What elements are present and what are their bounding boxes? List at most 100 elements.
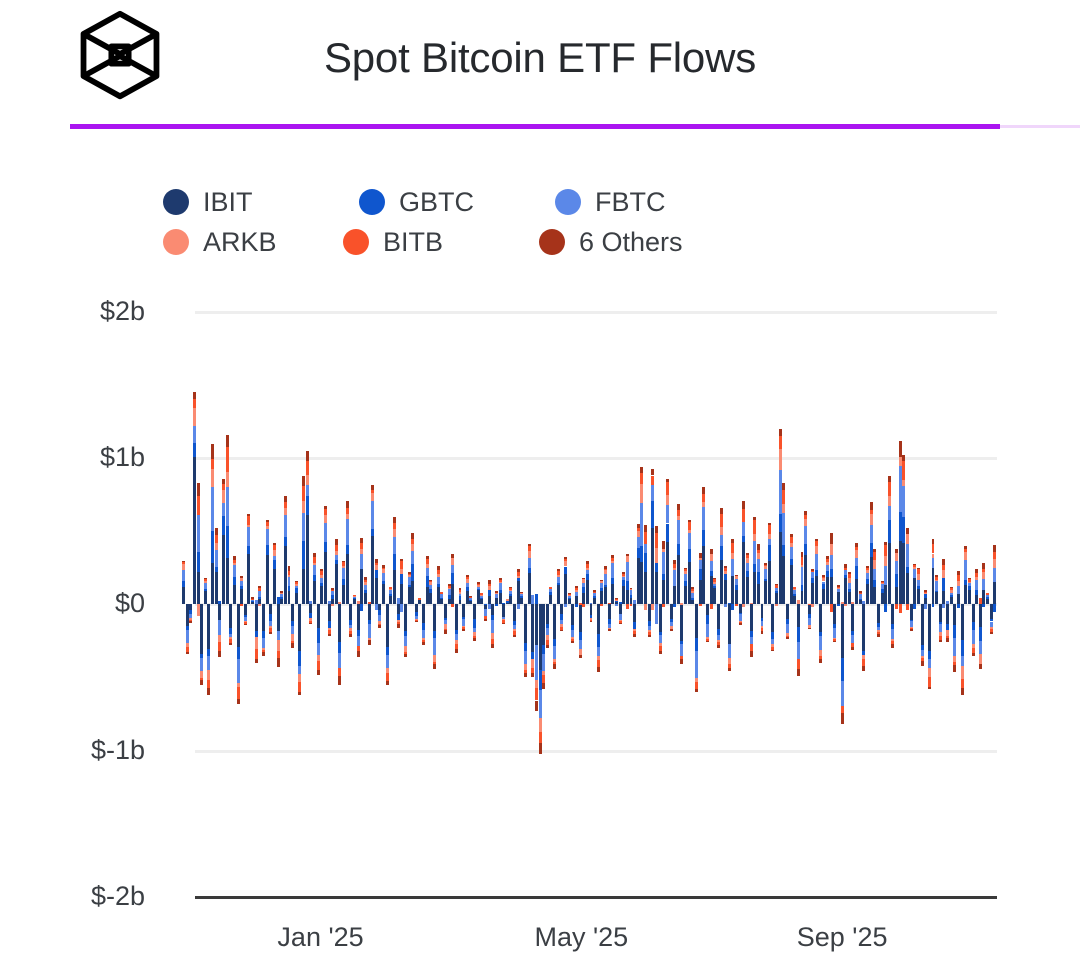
legend-item-others[interactable]: 6 Others <box>539 222 735 262</box>
bar-segment <box>374 565 378 570</box>
bar-segment <box>771 631 775 639</box>
bar-segment <box>451 583 455 605</box>
bar-segment <box>585 574 589 580</box>
bar-segment <box>618 614 622 620</box>
bar-segment <box>363 584 367 591</box>
legend-item-gbtc[interactable]: GBTC <box>359 182 555 222</box>
bar-segment <box>549 587 553 589</box>
bar-segment <box>400 558 404 562</box>
bar-segment <box>349 624 353 629</box>
legend-item-bitb[interactable]: BITB <box>343 222 539 262</box>
bar-segment <box>389 587 393 589</box>
bar-segment <box>393 553 396 571</box>
bar-column <box>916 300 920 895</box>
bar-segment <box>949 586 953 589</box>
bar-column <box>185 300 189 895</box>
bar-segment <box>811 569 815 571</box>
bar-column <box>785 300 789 895</box>
bar-column <box>745 300 749 895</box>
legend-item-arkb[interactable]: ARKB <box>163 222 343 262</box>
bar-segment <box>342 562 346 567</box>
bar-segment <box>534 679 538 688</box>
bar-segment <box>967 579 971 582</box>
bar-segment <box>345 500 349 508</box>
bar-segment <box>796 642 800 660</box>
bar-segment <box>407 587 411 605</box>
bar-segment <box>600 588 604 592</box>
bar-segment <box>338 604 342 643</box>
bar-segment <box>956 593 960 605</box>
bar-segment <box>440 594 444 598</box>
bar-column <box>360 300 364 895</box>
legend-item-fbtc[interactable]: FBTC <box>555 182 751 222</box>
accent-divider <box>70 124 1000 129</box>
bar-column <box>447 300 451 895</box>
bar-segment <box>524 643 527 651</box>
bar-segment <box>607 619 611 624</box>
bar-segment <box>520 598 524 605</box>
bar-segment <box>433 638 437 655</box>
bar-segment <box>469 596 473 598</box>
bar-segment <box>709 554 713 561</box>
bar-segment <box>189 604 193 611</box>
bar-segment <box>498 578 502 580</box>
bar-column <box>545 300 549 895</box>
bar-segment <box>360 543 364 550</box>
bar-segment <box>956 585 960 594</box>
bar-segment <box>509 590 513 592</box>
bar-segment <box>876 634 880 637</box>
bar-segment <box>756 544 760 550</box>
bar-column <box>800 300 804 895</box>
bar-segment <box>884 545 888 556</box>
bar-segment <box>858 593 862 595</box>
bar-column <box>935 300 939 895</box>
bar-segment <box>749 602 753 605</box>
bar-segment <box>847 578 851 583</box>
bar-segment <box>196 551 200 573</box>
bar-segment <box>705 615 709 624</box>
bar-segment <box>447 587 451 590</box>
bar-segment <box>971 604 975 622</box>
bar-column <box>622 300 626 895</box>
bar-segment <box>545 628 549 635</box>
bar-segment <box>924 590 928 592</box>
bar-segment <box>756 549 760 554</box>
bar-segment <box>414 615 418 620</box>
bar-segment <box>982 578 986 591</box>
legend-item-ibit[interactable]: IBIT <box>163 182 359 222</box>
bar-segment <box>527 551 531 558</box>
bar-segment <box>640 484 644 503</box>
bar-segment <box>382 583 386 605</box>
bar-segment <box>327 620 331 629</box>
bar-segment <box>509 593 513 597</box>
bar-segment <box>982 562 986 570</box>
bar-segment <box>429 588 433 593</box>
bar-segment <box>229 634 233 638</box>
bar-segment <box>334 563 338 605</box>
bar-segment <box>320 575 324 579</box>
bar-segment <box>309 618 313 622</box>
bar-segment <box>291 643 295 649</box>
bar-segment <box>611 554 615 559</box>
bar-segment <box>614 601 618 605</box>
bar-segment <box>378 621 382 625</box>
bar-segment <box>924 592 928 595</box>
bar-column <box>964 300 968 895</box>
bar-column <box>527 300 531 895</box>
bar-segment <box>396 619 400 622</box>
bar-segment <box>425 558 429 565</box>
bar-segment <box>884 585 888 605</box>
bar-segment <box>891 644 895 649</box>
bar-column <box>258 300 262 895</box>
bar-segment <box>906 544 909 568</box>
bar-segment <box>363 576 367 581</box>
bar-segment <box>604 568 608 571</box>
bar-segment <box>545 634 549 640</box>
bar-segment <box>716 640 720 642</box>
bar-segment <box>822 584 826 589</box>
bar-segment <box>960 678 964 688</box>
bar-segment <box>793 590 797 594</box>
bar-segment <box>880 584 884 590</box>
bar-segment <box>498 583 502 590</box>
bar-segment <box>618 619 622 622</box>
